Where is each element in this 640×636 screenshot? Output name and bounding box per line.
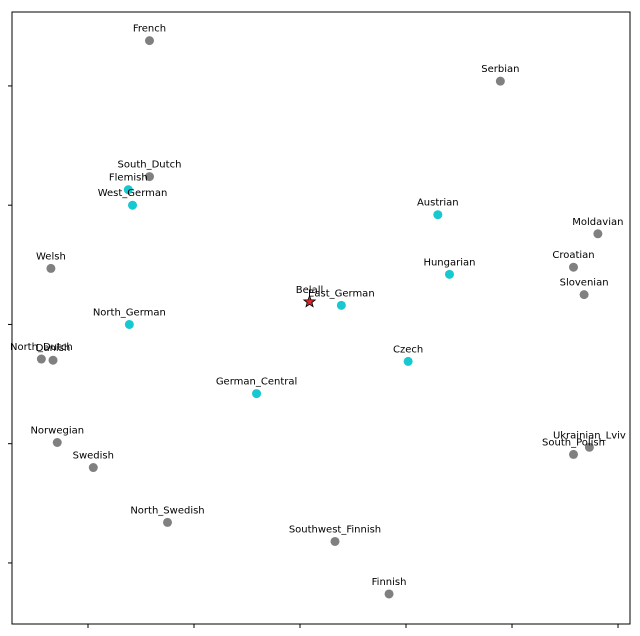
- point-label: Southwest_Finnish: [289, 524, 381, 535]
- point-label: North_Swedish: [130, 505, 204, 516]
- point-label: Austrian: [417, 198, 459, 209]
- point: [48, 355, 58, 365]
- point-label: Finnish: [372, 577, 407, 588]
- point: [88, 463, 98, 473]
- point: [124, 319, 134, 329]
- point: [433, 210, 443, 220]
- point-label: North_Dutch: [10, 342, 73, 353]
- star-point: [302, 294, 317, 308]
- point: [144, 172, 154, 182]
- plot-frame: [11, 11, 631, 625]
- point-label: South_Dutch: [118, 160, 182, 171]
- point-label: Flemish: [109, 173, 148, 184]
- point: [36, 354, 46, 364]
- point-label: Swedish: [73, 451, 114, 462]
- point: [128, 200, 138, 210]
- point-label: Ukrainian_Lviv: [553, 430, 626, 441]
- point-label: West_German: [98, 188, 168, 199]
- point: [584, 442, 594, 452]
- point: [336, 300, 346, 310]
- point-label: Serbian: [481, 64, 519, 75]
- point: [330, 536, 340, 546]
- point: [163, 517, 173, 527]
- point: [52, 437, 62, 447]
- point: [46, 263, 56, 273]
- point: [123, 185, 133, 195]
- point: [384, 589, 394, 599]
- point-label: Moldavian: [572, 217, 623, 228]
- point-label: French: [133, 24, 166, 35]
- point-label: East_German: [308, 288, 375, 299]
- point: [444, 269, 454, 279]
- point: [144, 36, 154, 46]
- point-label: Norwegian: [30, 425, 84, 436]
- point: [569, 262, 579, 272]
- point: [403, 356, 413, 366]
- point-label: Hungarian: [423, 257, 475, 268]
- point-label: Croatian: [552, 250, 594, 261]
- point-label: Slovenian: [560, 278, 609, 289]
- point-label: Welsh: [36, 251, 66, 262]
- point-label: Danish: [36, 343, 71, 354]
- point-label: Belall: [296, 285, 323, 296]
- point-label: North_German: [93, 307, 166, 318]
- point-label: Czech: [393, 344, 423, 355]
- point: [252, 389, 262, 399]
- point: [593, 229, 603, 239]
- point-label: South_Polish: [542, 437, 605, 448]
- point: [569, 449, 579, 459]
- point: [495, 76, 505, 86]
- point: [579, 290, 589, 300]
- point-label: German_Central: [216, 377, 297, 388]
